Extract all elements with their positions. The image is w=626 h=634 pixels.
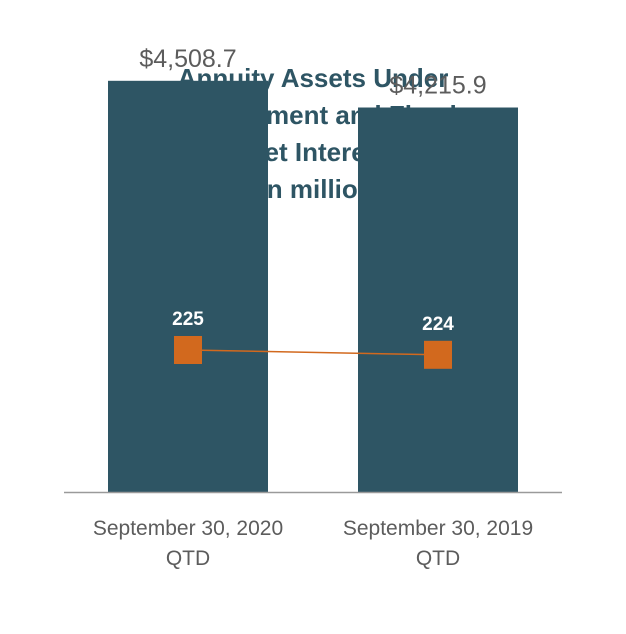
x-tick-label-1-line-2: QTD <box>166 547 210 570</box>
x-tick-label-2-line-2: QTD <box>416 547 460 570</box>
spread-line <box>187 349 439 356</box>
x-tick-label-2-line-1: September 30, 2019 <box>343 517 533 540</box>
bar-value-label-1: $4,508.7 <box>139 45 236 73</box>
spread-marker-2 <box>424 340 452 369</box>
spread-marker-1 <box>174 336 202 364</box>
spread-value-label-2: 224 <box>422 314 454 335</box>
bar-1 <box>108 80 268 493</box>
bar-value-label-2: $4,215.9 <box>389 72 486 100</box>
x-tick-label-1-line-1: September 30, 2020 <box>93 517 283 540</box>
spread-value-label-1: 225 <box>172 309 204 330</box>
bar-2 <box>358 107 518 492</box>
